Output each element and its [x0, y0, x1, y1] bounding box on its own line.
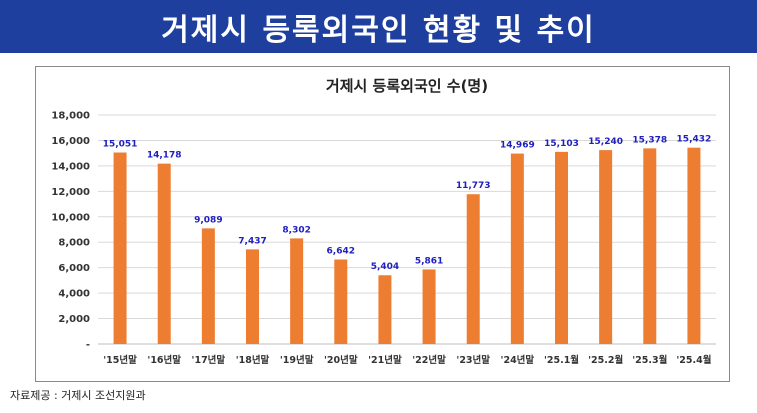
y-tick-label: 16,000: [51, 136, 90, 147]
bar: [201, 228, 215, 344]
y-tick-label: 4,000: [58, 289, 90, 300]
x-tick-label: '18년말: [236, 354, 270, 366]
chart-title: 거제시 등록외국인 수(명): [326, 77, 488, 95]
bar: [246, 249, 259, 344]
bar: [113, 152, 127, 344]
bar: [643, 148, 657, 344]
x-tick-label: '25.1월: [544, 354, 579, 366]
x-tick-label: '16년말: [147, 354, 181, 366]
data-label: 14,969: [500, 141, 535, 151]
data-label: 15,051: [103, 140, 138, 150]
x-tick-label: '22년말: [412, 354, 446, 366]
bar: [599, 150, 613, 344]
y-tick-label: -: [86, 340, 90, 351]
x-tick-label: '24년말: [501, 354, 535, 366]
data-label: 14,178: [147, 151, 182, 161]
data-label: 5,404: [371, 262, 399, 272]
data-label: 7,437: [238, 236, 266, 246]
bar: [687, 147, 701, 344]
x-tick-label: '17년말: [192, 354, 226, 366]
x-tick-label: '20년말: [324, 354, 358, 366]
bar: [555, 151, 568, 344]
x-tick-label: '23년말: [456, 354, 490, 366]
source-note: 자료제공 : 거제시 조선지원과: [10, 389, 146, 402]
bar: [334, 259, 348, 344]
x-tick-label: '25.3월: [632, 354, 667, 366]
y-tick-label: 6,000: [58, 263, 90, 274]
data-label: 6,642: [327, 246, 355, 256]
y-tick-label: 10,000: [51, 212, 90, 223]
data-label: 5,861: [415, 256, 443, 266]
y-tick-label: 12,000: [51, 187, 90, 198]
data-label: 15,240: [588, 137, 623, 147]
y-tick-label: 14,000: [51, 161, 90, 172]
bar: [510, 153, 524, 344]
x-tick-label: '19년말: [280, 354, 314, 366]
y-tick-label: 8,000: [58, 238, 90, 249]
y-tick-label: 2,000: [58, 314, 90, 325]
bar-chart: 거제시 등록외국인 수(명) - 2,000 4,000 6,000 8,000 10,00…: [51, 77, 716, 366]
bar: [378, 275, 392, 344]
page-title: 거제시 등록외국인 현황 및 추이: [161, 12, 596, 48]
bar: [466, 194, 480, 344]
x-tick-label: '25.4월: [676, 354, 711, 366]
chart-container: 거제시 등록외국인 수(명) - 2,000 4,000 6,000 8,000 10,00…: [35, 66, 730, 382]
data-label: 9,089: [194, 215, 222, 225]
bar: [422, 269, 436, 344]
data-label: 15,432: [677, 135, 712, 145]
x-tick-label: '21년말: [368, 354, 402, 366]
x-tick-label: '25.2월: [588, 354, 623, 366]
page-banner: 거제시 등록외국인 현황 및 추이: [0, 0, 757, 53]
data-label: 15,378: [632, 135, 667, 145]
data-label: 11,773: [456, 181, 491, 191]
data-label: 8,302: [282, 225, 310, 235]
data-label: 15,103: [544, 139, 579, 149]
x-tick-label: '15년말: [103, 354, 137, 366]
bar: [290, 238, 304, 344]
bar: [157, 163, 171, 344]
y-tick-label: 18,000: [51, 111, 90, 122]
